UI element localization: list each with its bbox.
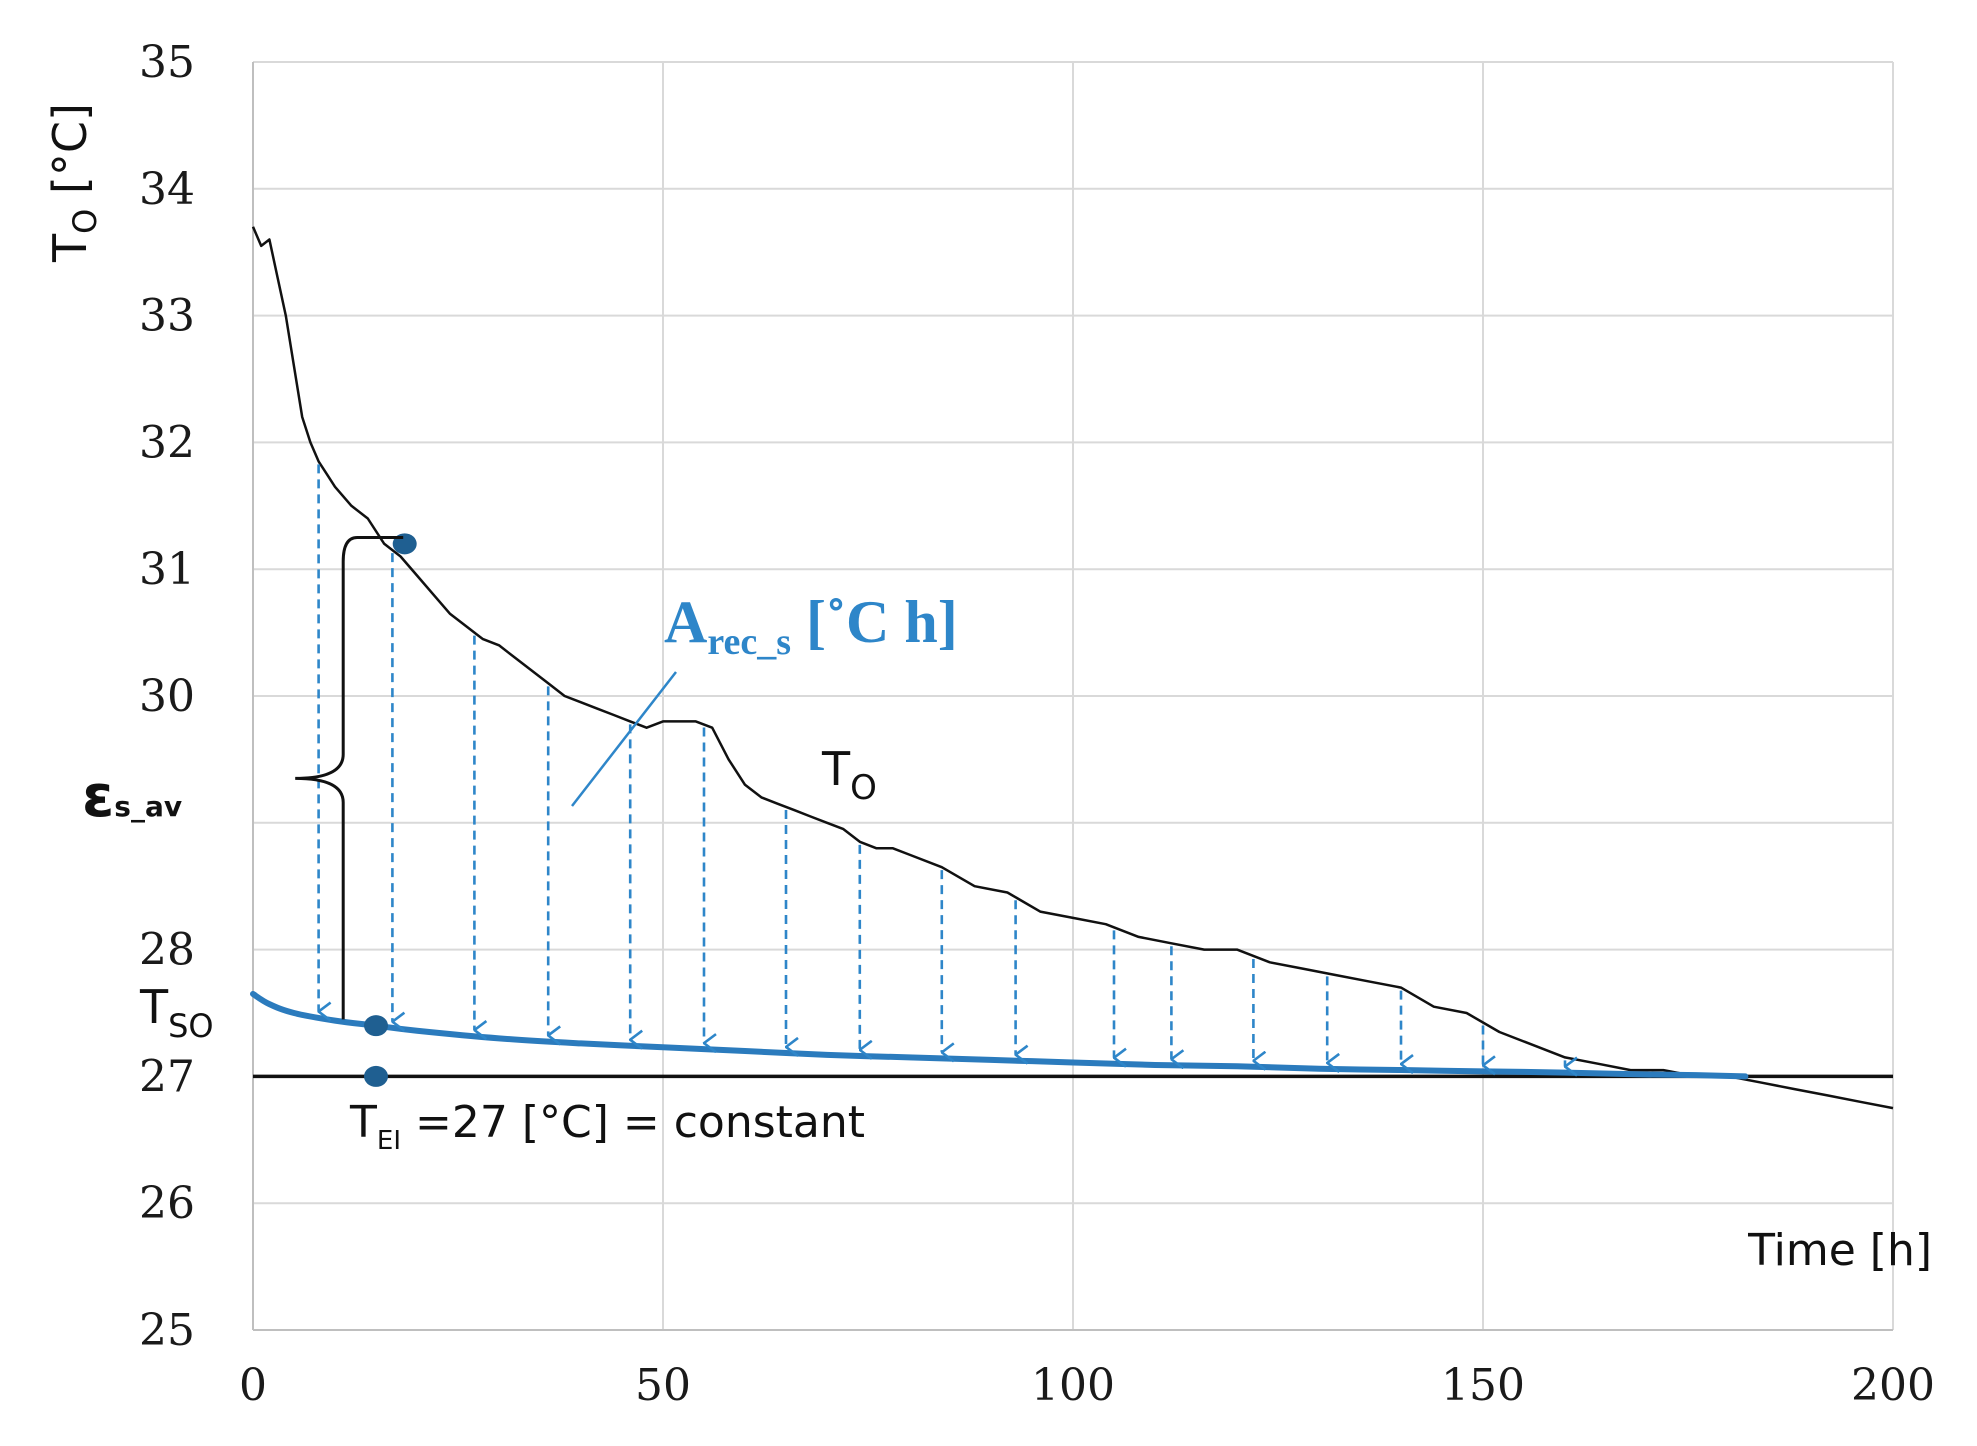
x-axis-label: Time [h]: [1747, 1225, 1932, 1276]
data-marker: [364, 1065, 388, 1087]
y-tick-label: 30: [139, 671, 195, 722]
data-marker: [364, 1015, 388, 1037]
y-tick-label: 26: [139, 1178, 195, 1229]
epsilon-label-sub: s_av: [114, 790, 182, 823]
y-axis-label-unit: [°C]: [43, 103, 97, 209]
tso-label-sub: SO: [168, 1007, 214, 1045]
x-tick-label: 50: [635, 1360, 691, 1411]
y-tick-label: 31: [139, 544, 195, 595]
y-axis-label-sub: O: [66, 209, 104, 234]
marker-layer: [364, 533, 417, 1087]
tei-label-main: T: [349, 1097, 377, 1148]
y-tick-label: 27: [139, 1051, 195, 1102]
y-tick-label: 32: [139, 417, 195, 468]
to-label-main: T: [821, 742, 851, 796]
tei-series-label: TEI =27 [°C] = constant: [349, 1097, 865, 1156]
y-axis-label: TO [°C]: [43, 103, 104, 263]
y-axis-label-main: T: [43, 233, 97, 263]
y-tick-label: 25: [139, 1305, 195, 1356]
area-label-main: A: [664, 589, 707, 655]
area-pointer-line: [571, 671, 677, 807]
tso-label-main: T: [139, 980, 169, 1034]
y-tick-label: 35: [139, 37, 195, 88]
x-tick-label: 200: [1851, 1360, 1935, 1411]
plot-frame: [252, 62, 1893, 1331]
x-tick-label: 0: [239, 1360, 267, 1411]
to-series-label: TO: [821, 742, 877, 808]
axis-tick-labels: 0 50 100 150 200 25 26 27 28 30 31 32 33 34 35: [139, 37, 1935, 1411]
area-label-sub: rec_s: [707, 621, 791, 663]
to-label-sub: O: [850, 768, 877, 808]
area-label: Arec_s [˚C h]: [664, 589, 958, 663]
y-tick-label: 33: [139, 291, 195, 342]
brace: [295, 536, 404, 1020]
y-tick-label: 28: [139, 925, 195, 976]
x-tick-label: 150: [1441, 1360, 1525, 1411]
epsilon-label-main: ε: [82, 762, 114, 830]
tei-label-rest: =27 [°C] = constant: [401, 1097, 865, 1148]
tso-series-label: TSO: [139, 980, 214, 1045]
arrows-layer: [317, 464, 1565, 1066]
annotation-layer: TO [°C] Time [h] Arec_s [˚C h] TO TSO TE…: [43, 103, 1932, 1276]
x-tick-label: 100: [1031, 1360, 1115, 1411]
tei-label-sub: EI: [377, 1126, 401, 1156]
to-series-line: [251, 226, 1894, 1110]
y-tick-label: 34: [139, 164, 195, 215]
epsilon-label: εs_av: [82, 762, 182, 830]
area-label-rest: [˚C h]: [791, 589, 958, 655]
